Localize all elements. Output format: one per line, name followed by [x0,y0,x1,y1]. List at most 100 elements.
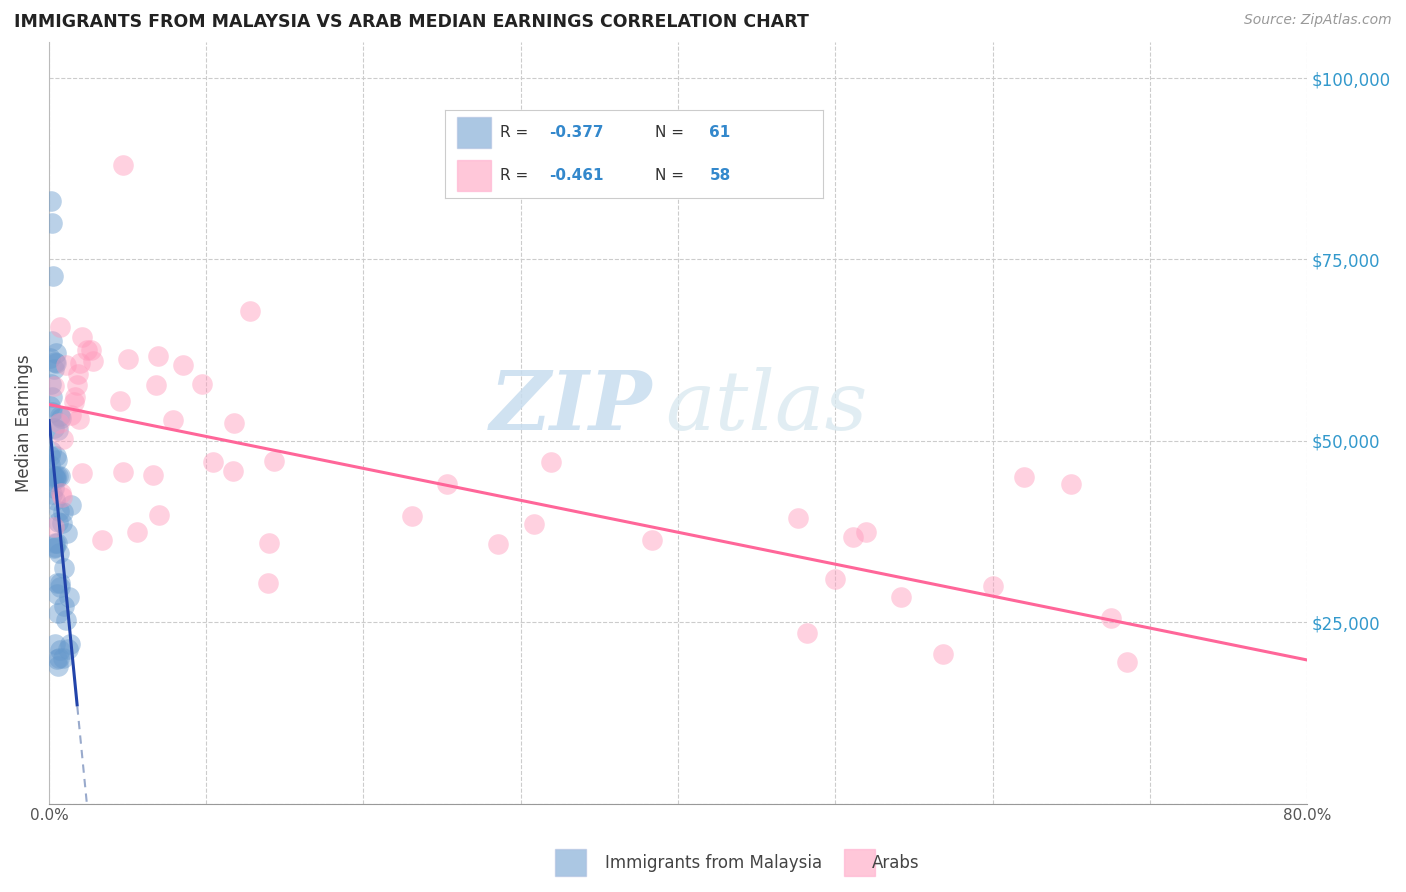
Point [172,359,194,373]
Point [53,599,76,614]
Point [80,343,103,358]
Point [44,470,66,484]
Point [52,505,75,519]
Point [39,458,62,472]
Point [49,575,72,590]
Point [76,343,98,357]
Point [148,508,170,522]
Point [48,607,70,621]
Point [49,410,72,425]
Point [39,194,62,209]
Point [44,421,66,435]
Point [890,590,912,604]
Point [45,587,67,601]
Point [60,408,83,422]
Point [162,413,184,427]
Point [824,572,846,586]
Point [55,613,77,627]
Point [42,468,65,483]
Point [48,658,70,673]
Point [41,269,63,284]
Point [63,390,86,404]
Point [39,449,62,463]
Point [70,466,93,480]
Point [41,391,63,405]
Point [932,647,955,661]
Point [125,525,148,540]
Point [69,356,91,370]
Point [257,536,280,550]
Point [42,481,65,495]
Point [41,405,63,419]
Text: ZIP: ZIP [491,368,652,448]
Point [540,455,562,469]
Text: IMMIGRANTS FROM MALAYSIA VS ARAB MEDIAN EARNINGS CORRELATION CHART: IMMIGRANTS FROM MALAYSIA VS ARAB MEDIAN … [14,13,808,31]
Point [221,464,243,478]
Point [111,158,134,172]
Point [49,320,72,334]
Point [1115,655,1137,669]
Point [523,516,546,531]
Y-axis label: Median Earnings: Median Earnings [15,354,32,491]
Text: Immigrants from Malaysia: Immigrants from Malaysia [605,855,821,872]
Point [436,477,458,491]
Point [1012,470,1035,484]
Point [41,487,63,501]
Point [981,579,1004,593]
Point [59,498,82,512]
Point [51,490,73,504]
Point [401,508,423,523]
Point [263,454,285,468]
Point [45,575,67,590]
Point [41,216,63,230]
Point [59,637,82,651]
Point [55,358,77,372]
Point [1060,477,1083,491]
Point [44,637,66,651]
Point [111,465,134,479]
Point [48,546,70,560]
Point [63,395,86,409]
Point [42,519,65,533]
Point [58,590,80,604]
Point [146,349,169,363]
Point [82,353,104,368]
Point [66,367,89,381]
Point [145,377,167,392]
Point [49,580,72,594]
Point [46,515,69,529]
Text: Arabs: Arabs [872,855,920,872]
Point [224,416,246,430]
Point [44,362,66,376]
Point [45,468,67,483]
Point [44,493,66,508]
Point [44,536,66,550]
Point [239,303,262,318]
Point [855,524,877,539]
Point [45,449,67,463]
Point [48,504,70,518]
Point [49,643,72,657]
Point [1099,610,1122,624]
Point [45,536,67,550]
Text: Source: ZipAtlas.com: Source: ZipAtlas.com [1244,13,1392,28]
Point [51,516,73,530]
Text: atlas: atlas [665,368,868,448]
Point [91,533,114,548]
Point [48,417,70,431]
Point [44,355,66,369]
Point [46,468,69,483]
Point [38,351,60,365]
Point [46,453,69,467]
Point [39,377,62,392]
Point [39,399,62,413]
Point [191,377,214,392]
Point [486,537,509,551]
Point [202,454,225,468]
Point [41,468,63,483]
Point [257,576,280,591]
Point [70,330,93,344]
Point [49,409,72,424]
Point [42,475,65,489]
Point [52,432,75,446]
